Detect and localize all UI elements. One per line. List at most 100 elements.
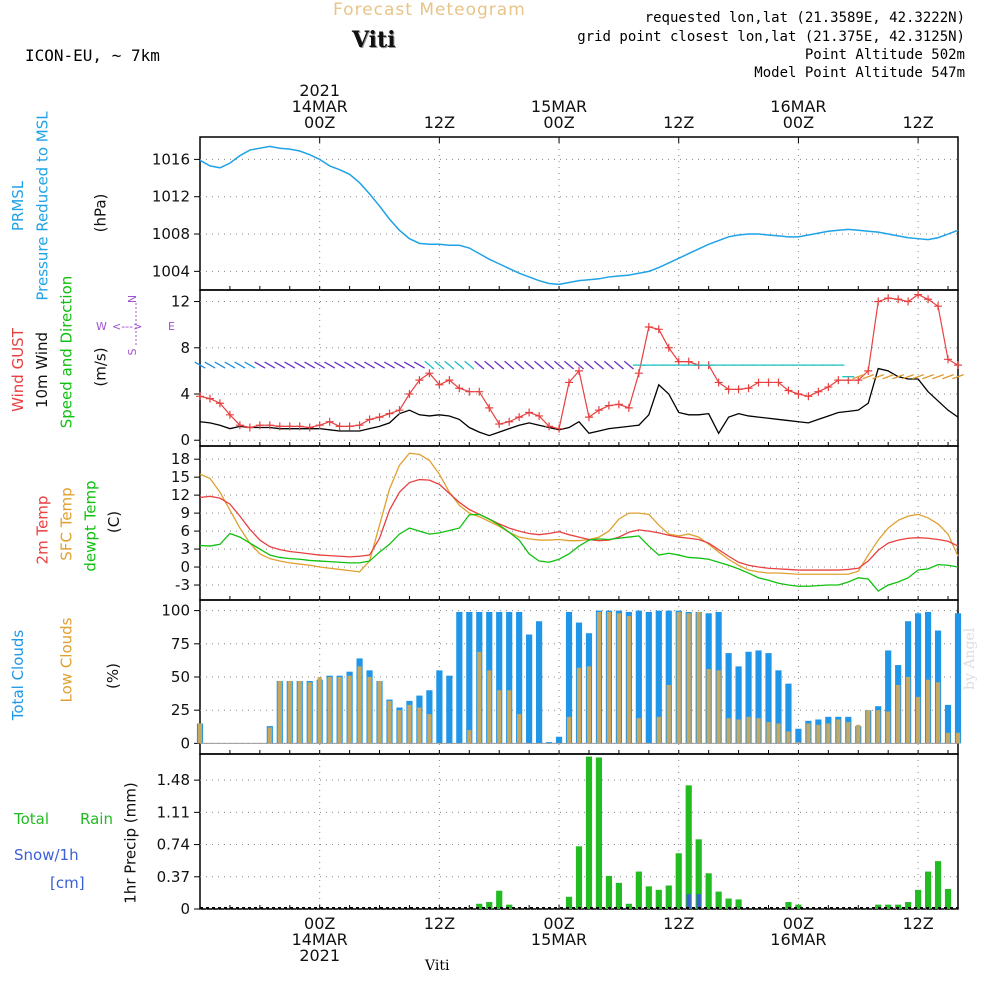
y-tick-label: 1.48 xyxy=(157,771,190,789)
wind-direction-arrow xyxy=(194,361,206,369)
y-tick-label: 0 xyxy=(180,900,190,918)
label-snow-unit: [cm] xyxy=(50,874,85,892)
compass-n: N xyxy=(126,295,139,303)
rain-bar xyxy=(685,785,692,909)
low-cloud-bar xyxy=(377,680,382,744)
gust-marker xyxy=(604,401,613,410)
low-cloud-bar xyxy=(776,723,781,744)
rain-bar xyxy=(924,871,932,909)
wind-direction-arrow xyxy=(284,361,296,369)
y-tick-label: 1004 xyxy=(152,262,190,280)
pressure-line xyxy=(199,145,959,286)
gust-marker xyxy=(644,322,653,331)
wind-direction-arrow xyxy=(374,361,386,369)
total-cloud-bar xyxy=(785,683,792,744)
label-snow: Snow/1h xyxy=(14,846,79,864)
gust-marker xyxy=(235,421,244,430)
rain-bar xyxy=(486,902,493,909)
top-time-label: 15MAR xyxy=(531,97,587,116)
gust-marker xyxy=(824,383,833,392)
total-cloud-bar xyxy=(436,670,443,744)
gust-marker xyxy=(854,376,863,385)
rain-bar xyxy=(695,839,702,909)
bottom-time-label: 16MAR xyxy=(770,930,826,949)
wind-direction-arrow xyxy=(254,361,266,369)
low-cloud-bar xyxy=(626,615,631,744)
low-cloud-bar xyxy=(277,680,282,744)
wind-direction-arrow xyxy=(304,361,316,369)
wind-direction-arrow xyxy=(474,360,485,370)
low-cloud-bar xyxy=(407,704,412,744)
low-cloud-bar xyxy=(806,723,811,744)
wind-direction-arrow xyxy=(393,361,405,369)
low-cloud-bar xyxy=(397,710,402,744)
rain-bar xyxy=(735,899,742,909)
gust-marker xyxy=(196,392,204,401)
low-cloud-bar xyxy=(945,732,951,744)
low-cloud-bar xyxy=(726,718,731,744)
wind-direction-arrow xyxy=(234,361,246,369)
wind-direction-arrow xyxy=(583,360,594,370)
y-tick-label: 100 xyxy=(161,602,190,620)
wind-direction-arrow xyxy=(952,374,964,380)
panel-frame-pressure xyxy=(199,136,959,291)
low-cloud-bar xyxy=(347,675,352,744)
wind-speed-line xyxy=(199,367,959,437)
low-cloud-bar xyxy=(856,724,861,744)
y-tick-label: 8 xyxy=(180,339,190,357)
compass-w: W xyxy=(96,320,107,333)
gust-marker xyxy=(445,376,454,385)
top-time-label: 12Z xyxy=(424,113,455,132)
wind-direction-arrow xyxy=(403,361,415,369)
wind-direction-arrow xyxy=(902,374,914,380)
compass-s: S xyxy=(126,348,139,355)
y-tick-label: 0 xyxy=(180,734,190,752)
top-time-label: 00Z xyxy=(543,113,574,132)
wind-direction-arrow xyxy=(613,360,624,370)
rain-bar xyxy=(496,890,503,909)
label-total: Total xyxy=(13,810,49,828)
low-cloud-bar xyxy=(287,680,292,744)
wind-direction-arrow xyxy=(544,360,555,370)
low-cloud-bar xyxy=(746,716,751,744)
panel-frame-temp xyxy=(199,445,959,601)
rain-bar xyxy=(565,896,573,909)
gust-marker xyxy=(654,325,663,334)
gust-marker xyxy=(295,422,304,431)
gust-marker xyxy=(465,387,474,396)
low-cloud-bar xyxy=(497,690,502,744)
wind-direction-arrow xyxy=(204,361,216,369)
total-cloud-bar xyxy=(526,634,533,744)
low-cloud-bar xyxy=(566,716,572,744)
low-cloud-bar xyxy=(337,677,342,744)
gust-marker xyxy=(774,378,783,387)
gust-marker xyxy=(345,422,354,431)
wind-direction-arrow xyxy=(882,374,895,380)
low-cloud-bar xyxy=(507,690,512,744)
gust-marker xyxy=(365,415,374,424)
gust-marker xyxy=(405,390,414,398)
gust-marker xyxy=(435,380,444,389)
low-cloud-bar xyxy=(686,613,691,744)
low-cloud-bar xyxy=(866,710,871,744)
gust-marker xyxy=(904,297,913,306)
gust-marker xyxy=(455,384,464,393)
total-cloud-bar xyxy=(765,653,772,744)
total-cloud-bar xyxy=(536,621,543,744)
y-tick-label: 4 xyxy=(180,385,190,403)
wind-direction-arrow xyxy=(554,360,565,370)
total-cloud-bar xyxy=(665,610,672,744)
gust-marker xyxy=(485,403,494,412)
wind-direction-arrow xyxy=(534,360,545,370)
low-cloud-bar xyxy=(796,742,801,744)
y-tick-label: 1016 xyxy=(152,150,190,168)
total-cloud-bar xyxy=(545,742,553,744)
wind-direction-arrow xyxy=(324,361,336,369)
wind-direction-arrow xyxy=(623,360,634,370)
gust-marker xyxy=(545,422,554,431)
t2m-line xyxy=(199,478,959,571)
total-cloud-bar xyxy=(725,653,732,744)
y-tick-label: 1.11 xyxy=(157,803,190,821)
point-altitude: Point Altitude 502m xyxy=(804,47,965,63)
